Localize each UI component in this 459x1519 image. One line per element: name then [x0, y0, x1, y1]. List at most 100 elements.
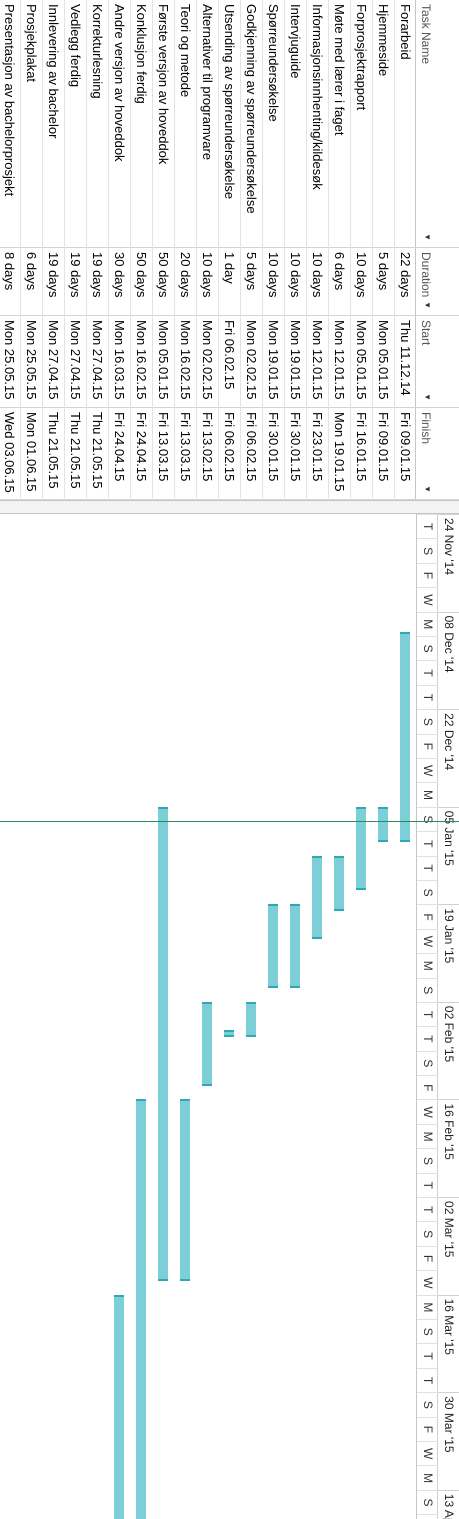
triangle-down-icon[interactable]: ▼ [423, 393, 432, 401]
start-cell[interactable]: Mon 25.05.15 [0, 316, 20, 408]
finish-cell[interactable]: Fri 09.01.15 [395, 408, 416, 500]
header-task-name[interactable]: Task Name ▼ [416, 0, 459, 248]
finish-cell[interactable]: Wed 03.06.15 [0, 408, 20, 500]
start-cell[interactable]: Mon 27.04.15 [65, 316, 86, 408]
task-name-cell[interactable]: Forarbeid [395, 0, 416, 248]
gantt-bar[interactable] [202, 1001, 212, 1086]
finish-cell[interactable]: Fri 09.01.15 [373, 408, 394, 500]
finish-cell[interactable]: Fri 13.02.15 [197, 408, 218, 500]
table-row[interactable]: Første versjon av hoveddok 50 days Mon 05.… [152, 0, 174, 500]
duration-cell[interactable]: 5 days [373, 248, 394, 316]
duration-cell[interactable]: 50 days [131, 248, 152, 316]
finish-cell[interactable]: Mon 19.01.15 [329, 408, 350, 500]
task-name-cell[interactable]: Innlevering av bachelor [43, 0, 64, 248]
table-row[interactable]: Spørreundersøkelse 10 days Mon 19.01.15 Fri… [262, 0, 284, 500]
table-row[interactable]: Forprosjektrapport 10 days Mon 05.01.15 Fri… [350, 0, 372, 500]
start-cell[interactable]: Mon 16.03.15 [109, 316, 130, 408]
task-name-cell[interactable]: Spørreundersøkelse [263, 0, 284, 248]
task-name-cell[interactable]: Presentasjon av bachelorprosjekt [0, 0, 20, 248]
task-name-cell[interactable]: Teori og metode [175, 0, 196, 248]
start-cell[interactable]: Mon 05.01.15 [351, 316, 372, 408]
gantt-bar[interactable] [334, 855, 344, 912]
duration-cell[interactable]: 30 days [109, 248, 130, 316]
task-name-cell[interactable]: Informasjonsinnhenting/kildesøk [307, 0, 328, 248]
task-name-cell[interactable]: Korrekturlesning [87, 0, 108, 248]
finish-cell[interactable]: Fri 24.04.15 [131, 408, 152, 500]
duration-cell[interactable]: 10 days [263, 248, 284, 316]
duration-cell[interactable]: 19 days [65, 248, 86, 316]
duration-cell[interactable]: 10 days [307, 248, 328, 316]
finish-cell[interactable]: Fri 24.04.15 [109, 408, 130, 500]
start-cell[interactable]: Mon 27.04.15 [43, 316, 64, 408]
view-splitter[interactable] [0, 500, 459, 514]
start-cell[interactable]: Mon 05.01.15 [373, 316, 394, 408]
table-row[interactable]: Alternativer til programvare 10 days Mon 0… [196, 0, 218, 500]
finish-cell[interactable]: Fri 30.01.15 [263, 408, 284, 500]
table-row[interactable]: Vedlegg ferdig 19 days Mon 27.04.15 Thu 21.… [64, 0, 86, 500]
finish-cell[interactable]: Mon 01.06.15 [21, 408, 42, 500]
table-row[interactable]: Intervjuguide 10 days Mon 19.01.15 Fri 30.0… [284, 0, 306, 500]
gantt-bar[interactable] [268, 904, 278, 988]
task-name-cell[interactable]: Utsending av spørreundersøkelse [219, 0, 240, 248]
header-finish[interactable]: Finish ▼ [416, 408, 459, 500]
gantt-bar[interactable] [136, 1099, 146, 1519]
duration-cell[interactable]: 10 days [285, 248, 306, 316]
start-cell[interactable]: Mon 02.02.15 [197, 316, 218, 408]
task-name-cell[interactable]: Hjemmeside [373, 0, 394, 248]
gantt-bar[interactable] [180, 1099, 190, 1281]
table-row[interactable]: Informasjonsinnhenting/kildesøk 10 days Mo… [306, 0, 328, 500]
table-row[interactable]: Presentasjon av bachelorprosjekt 8 days Mo… [0, 0, 20, 500]
duration-cell[interactable]: 19 days [43, 248, 64, 316]
gantt-bar[interactable] [246, 1001, 256, 1037]
task-name-cell[interactable]: Intervjuguide [285, 0, 306, 248]
task-name-cell[interactable]: Forprosjektrapport [351, 0, 372, 248]
triangle-down-icon[interactable]: ▼ [423, 233, 432, 241]
gantt-bar[interactable] [356, 806, 366, 891]
duration-cell[interactable]: 10 days [351, 248, 372, 316]
start-cell[interactable]: Mon 12.01.15 [307, 316, 328, 408]
gantt-bar[interactable] [114, 1294, 124, 1519]
table-row[interactable]: Konklusjon ferdig 50 days Mon 16.02.15 Fri … [130, 0, 152, 500]
gantt-bar[interactable] [290, 904, 300, 988]
gantt-bar[interactable] [400, 632, 410, 842]
gantt-bar[interactable] [224, 1029, 234, 1037]
start-cell[interactable]: Mon 16.02.15 [175, 316, 196, 408]
finish-cell[interactable]: Fri 16.01.15 [351, 408, 372, 500]
task-name-cell[interactable]: Prosjekplakat [21, 0, 42, 248]
duration-cell[interactable]: 1 day [219, 248, 240, 316]
table-row[interactable]: Korrekturlesning 19 days Mon 27.04.15 Thu 2… [86, 0, 108, 500]
start-cell[interactable]: Mon 05.01.15 [153, 316, 174, 408]
start-cell[interactable]: Mon 16.02.15 [131, 316, 152, 408]
duration-cell[interactable]: 50 days [153, 248, 174, 316]
gantt-bar[interactable] [158, 806, 168, 1281]
task-name-cell[interactable]: Vedlegg ferdig [65, 0, 86, 248]
header-start[interactable]: Start ▼ [416, 316, 459, 408]
start-cell[interactable]: Mon 12.01.15 [329, 316, 350, 408]
start-cell[interactable]: Thu 11.12.14 [395, 316, 416, 408]
start-cell[interactable]: Mon 27.04.15 [87, 316, 108, 408]
task-name-cell[interactable]: Første versjon av hoveddok [153, 0, 174, 248]
task-name-cell[interactable]: Møte med lærer i faget [329, 0, 350, 248]
duration-cell[interactable]: 8 days [0, 248, 20, 316]
table-row[interactable]: Hjemmeside 5 days Mon 05.01.15 Fri 09.01.15 [372, 0, 394, 500]
table-row[interactable]: Innlevering av bachelor 19 days Mon 27.04.… [42, 0, 64, 500]
finish-cell[interactable]: Thu 21.05.15 [65, 408, 86, 500]
table-row[interactable]: Andre versjon av hoveddok 30 days Mon 16.0… [108, 0, 130, 500]
finish-cell[interactable]: Fri 30.01.15 [285, 408, 306, 500]
gantt-bar[interactable] [378, 806, 388, 842]
duration-cell[interactable]: 10 days [197, 248, 218, 316]
start-cell[interactable]: Mon 19.01.15 [285, 316, 306, 408]
finish-cell[interactable]: Fri 06.02.15 [241, 408, 262, 500]
table-row[interactable]: Utsending av spørreundersøkelse 1 day Fri … [218, 0, 240, 500]
finish-cell[interactable]: Fri 23.01.15 [307, 408, 328, 500]
task-name-cell[interactable]: Alternativer til programvare [197, 0, 218, 248]
task-name-cell[interactable]: Godkjenning av spørreundersøkelse [241, 0, 262, 248]
start-cell[interactable]: Mon 25.05.15 [21, 316, 42, 408]
finish-cell[interactable]: Fri 13.03.15 [153, 408, 174, 500]
table-row[interactable]: Møte med lærer i faget 6 days Mon 12.01.15… [328, 0, 350, 500]
start-cell[interactable]: Fri 06.02.15 [219, 316, 240, 408]
triangle-down-icon[interactable]: ▼ [423, 485, 432, 493]
duration-cell[interactable]: 22 days [395, 248, 416, 316]
finish-cell[interactable]: Fri 06.02.15 [219, 408, 240, 500]
triangle-down-icon[interactable]: ▼ [423, 301, 432, 309]
